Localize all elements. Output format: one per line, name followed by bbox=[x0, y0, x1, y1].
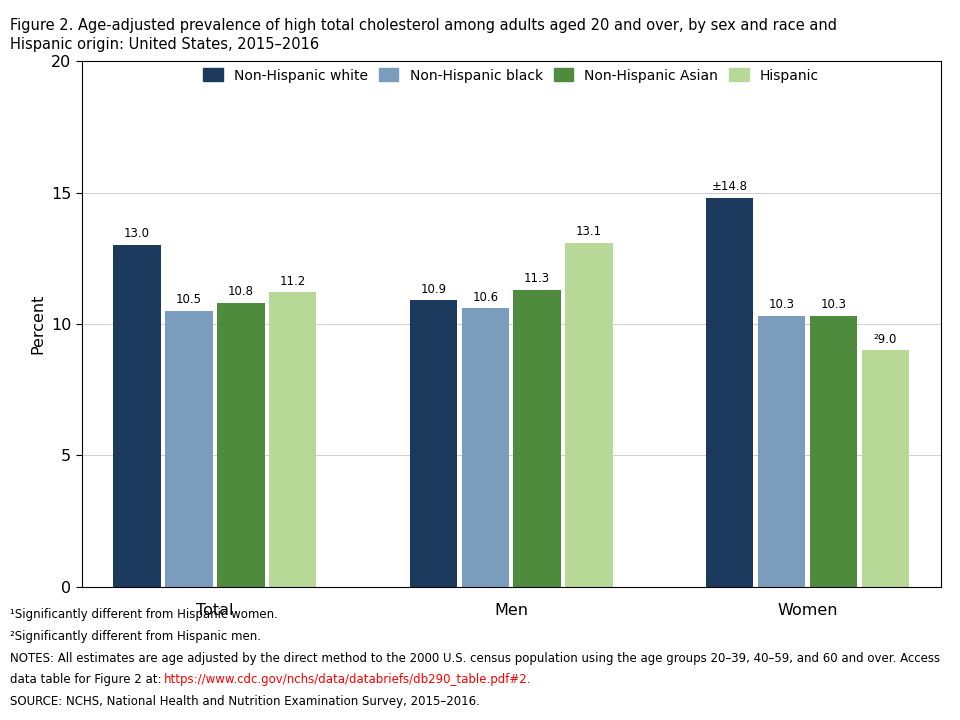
Text: 11.2: 11.2 bbox=[279, 275, 306, 288]
Text: ±14.8: ±14.8 bbox=[711, 180, 748, 193]
Bar bbox=[809, 316, 857, 587]
Bar bbox=[565, 243, 612, 587]
Legend: Non-Hispanic white, Non-Hispanic black, Non-Hispanic Asian, Hispanic: Non-Hispanic white, Non-Hispanic black, … bbox=[204, 68, 819, 83]
Text: 13.1: 13.1 bbox=[576, 225, 602, 238]
Text: 10.6: 10.6 bbox=[472, 290, 498, 304]
Bar bbox=[269, 292, 317, 587]
Text: ²Significantly different from Hispanic men.: ²Significantly different from Hispanic m… bbox=[10, 630, 260, 643]
Text: 10.5: 10.5 bbox=[176, 293, 202, 306]
Text: NOTES: All estimates are age adjusted by the direct method to the 2000 U.S. cens: NOTES: All estimates are age adjusted by… bbox=[10, 652, 940, 665]
Text: data table for Figure 2 at:: data table for Figure 2 at: bbox=[10, 673, 165, 686]
Text: Hispanic origin: United States, 2015–2016: Hispanic origin: United States, 2015–201… bbox=[10, 37, 319, 53]
Text: 10.8: 10.8 bbox=[228, 285, 253, 298]
Text: ²9.0: ²9.0 bbox=[874, 333, 897, 346]
Text: Figure 2. Age-adjusted prevalence of high total cholesterol among adults aged 20: Figure 2. Age-adjusted prevalence of hig… bbox=[10, 18, 836, 33]
Text: ¹Significantly different from Hispanic women.: ¹Significantly different from Hispanic w… bbox=[10, 608, 277, 621]
Text: 10.9: 10.9 bbox=[420, 283, 446, 296]
Bar bbox=[861, 350, 909, 587]
Text: 11.3: 11.3 bbox=[524, 272, 550, 285]
Text: https://www.cdc.gov/nchs/data/databriefs/db290_table.pdf#2.: https://www.cdc.gov/nchs/data/databriefs… bbox=[164, 673, 532, 686]
Text: 10.3: 10.3 bbox=[821, 298, 847, 311]
Text: 10.3: 10.3 bbox=[769, 298, 795, 311]
Y-axis label: Percent: Percent bbox=[31, 294, 45, 354]
Bar bbox=[113, 245, 161, 587]
Bar bbox=[217, 303, 265, 587]
Text: 13.0: 13.0 bbox=[124, 228, 150, 240]
Bar bbox=[410, 300, 457, 587]
Text: SOURCE: NCHS, National Health and Nutrition Examination Survey, 2015–2016.: SOURCE: NCHS, National Health and Nutrit… bbox=[10, 695, 479, 708]
Bar bbox=[757, 316, 805, 587]
Bar bbox=[706, 198, 754, 587]
Bar bbox=[514, 290, 561, 587]
Bar bbox=[165, 311, 213, 587]
Bar bbox=[462, 308, 509, 587]
